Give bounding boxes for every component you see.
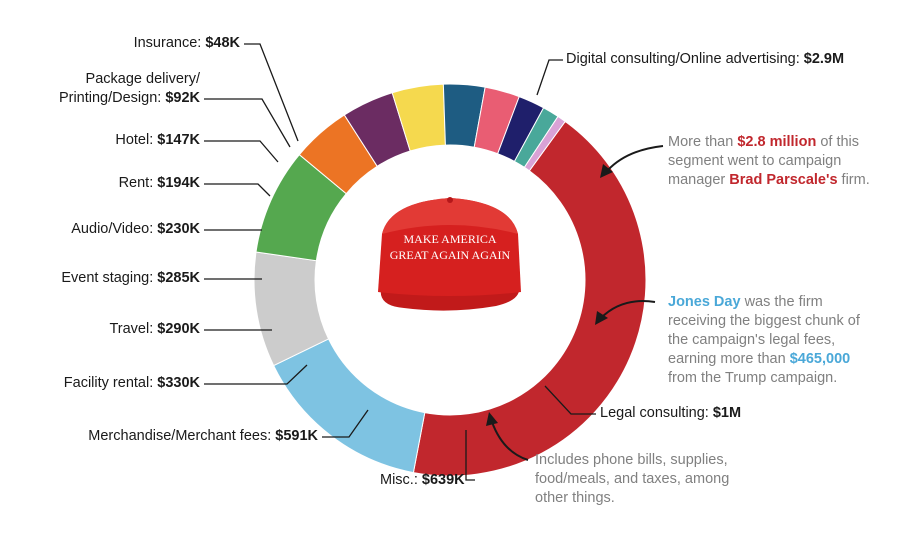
donut-segment-digital-consulting-online-advertising: [412, 120, 647, 477]
hat-button: [447, 197, 453, 203]
leader-lines: [204, 43, 596, 481]
label-rent: Rent: $194K: [118, 175, 200, 191]
arrow-misc: [491, 421, 529, 461]
leader-insurance: [244, 43, 299, 142]
donut-segment-legal-consulting: [272, 338, 426, 474]
leader-merch: [322, 409, 369, 438]
label-package: Package delivery/Printing/Design: $92K: [58, 71, 200, 106]
leader-legal: [544, 385, 596, 415]
leader-package: [204, 98, 291, 148]
label-misc: Misc.: $639K: [380, 472, 465, 488]
label-insurance: Insurance: $48K: [133, 35, 240, 51]
arrow-digital: [607, 145, 664, 171]
label-facility: Facility rental: $330K: [63, 375, 200, 391]
hat-text-line2: GREAT AGAIN AGAIN: [390, 248, 511, 262]
maga-hat: MAKE AMERICA GREAT AGAIN AGAIN: [378, 197, 521, 311]
donut-segments: [253, 83, 647, 477]
leader-hotel: [204, 140, 279, 163]
label-audio: Audio/Video: $230K: [71, 221, 200, 237]
hat-crown-shade: [382, 198, 518, 234]
arrow-legal: [600, 300, 656, 319]
donut-segment-insurance: [523, 115, 566, 172]
leader-rent: [204, 183, 271, 197]
label-hotel: Hotel: $147K: [115, 132, 200, 148]
label-legal: Legal consulting: $1M: [600, 405, 742, 421]
note-legal: Jones Day was the firm receiving the big…: [668, 294, 860, 386]
hat-text-line1: MAKE AMERICA: [403, 232, 496, 246]
leader-facility: [204, 364, 308, 385]
note-digital: More than $2.8 million of this segment w…: [668, 134, 870, 188]
label-digital: Digital consulting/Online advertising: $…: [566, 51, 845, 67]
arrowhead-misc: [486, 412, 498, 426]
leader-digital: [536, 59, 563, 96]
note-misc: Includes phone bills, supplies, food/mea…: [535, 452, 730, 506]
arrowhead-legal: [595, 311, 608, 325]
arrow-heads: [486, 164, 613, 426]
label-merch: Merchandise/Merchant fees: $591K: [88, 428, 318, 444]
note-arrows: [491, 145, 664, 461]
leader-misc: [465, 430, 475, 481]
label-event: Event staging: $285K: [61, 270, 200, 286]
arrowhead-digital: [600, 164, 613, 178]
label-travel: Travel: $290K: [109, 321, 200, 337]
